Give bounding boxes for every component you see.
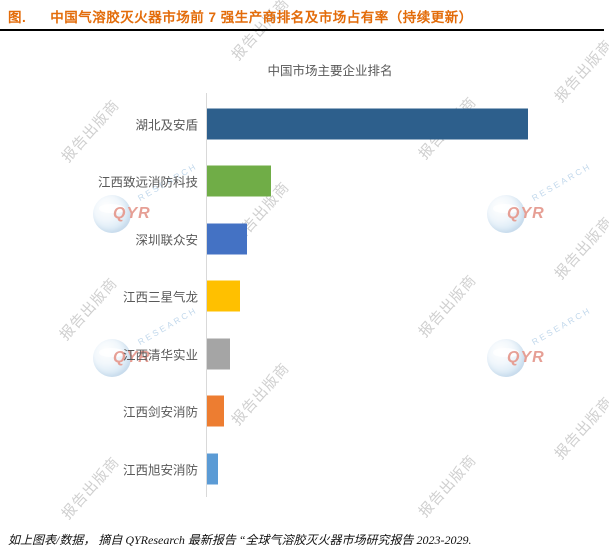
category-label: 江西清华实业 — [122, 348, 198, 363]
bar — [207, 108, 528, 140]
category-label: 江西剑安消防 — [122, 405, 198, 420]
bar — [207, 223, 247, 255]
category-label: 江西旭安消防 — [122, 463, 198, 478]
bar-row: 湖北及安盾 — [0, 95, 609, 153]
y-axis-line — [206, 93, 207, 497]
bar — [207, 280, 240, 312]
figure-prefix: 图. — [8, 10, 27, 25]
bar — [207, 165, 271, 197]
figure-title: 中国气溶胶灭火器市场前 7 强生产商排名及市场占有率（持续更新） — [50, 10, 473, 25]
bar — [207, 338, 230, 370]
header-divider — [0, 29, 604, 31]
bar-row: 深圳联众安 — [0, 210, 609, 268]
bar-row: 江西清华实业 — [0, 325, 609, 383]
bar-row: 江西剑安消防 — [0, 383, 609, 441]
bar — [207, 453, 218, 485]
chart-title: 中国市场主要企业排名 — [267, 64, 393, 78]
bar — [207, 395, 224, 427]
category-label: 江西三星气龙 — [122, 290, 198, 305]
bar-row: 江西旭安消防 — [0, 440, 609, 498]
bar-row: 江西三星气龙 — [0, 268, 609, 326]
source-note: 如上图表/数据， 摘自 QYResearch 最新报告 “全球气溶胶灭火器市场研… — [8, 533, 472, 547]
figure-header: 图. 中国气溶胶灭火器市场前 7 强生产商排名及市场占有率（持续更新） — [8, 6, 601, 26]
category-label: 江西致远消防科技 — [97, 175, 198, 190]
bar-row: 江西致远消防科技 — [0, 153, 609, 211]
category-label: 深圳联众安 — [135, 233, 198, 248]
category-label: 湖北及安盾 — [135, 118, 198, 133]
